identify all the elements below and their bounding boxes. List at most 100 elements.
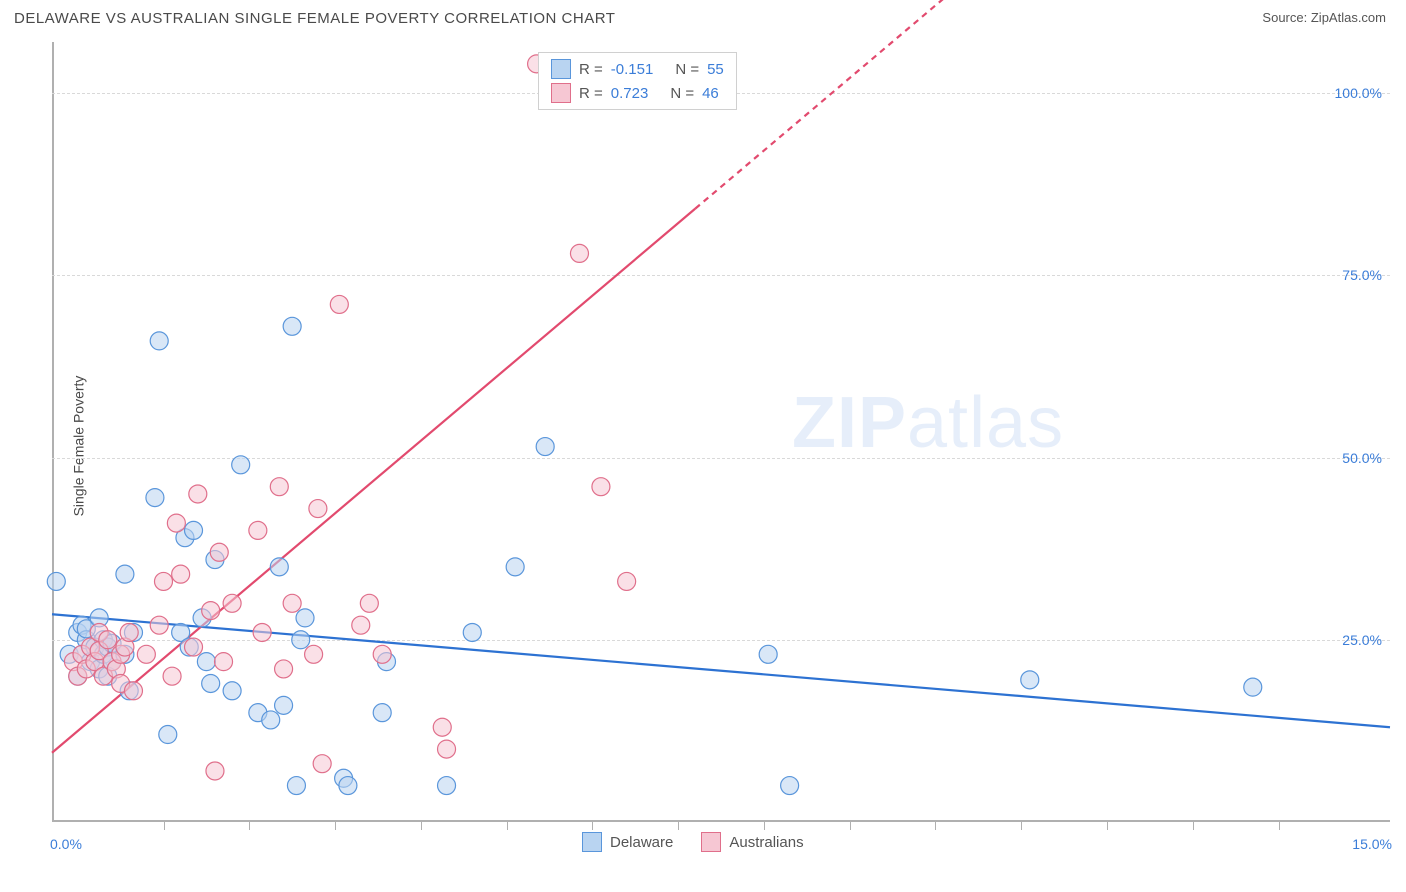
scatter-point [189, 485, 207, 503]
scatter-point [360, 594, 378, 612]
legend-swatch [551, 83, 571, 103]
scatter-point [155, 572, 173, 590]
scatter-point [283, 594, 301, 612]
correlation-legend: R =-0.151N =55R =0.723N =46 [538, 52, 737, 110]
source-name: ZipAtlas.com [1311, 10, 1386, 25]
scatter-point [262, 711, 280, 729]
x-tick [507, 822, 508, 830]
scatter-point [116, 565, 134, 583]
scatter-point [305, 645, 323, 663]
legend-r-label: R = [579, 85, 603, 102]
x-tick [1279, 822, 1280, 830]
source-label: Source: [1262, 10, 1307, 25]
scatter-point [1021, 671, 1039, 689]
scatter-point [202, 674, 220, 692]
series-legend: Delaware Australians [582, 832, 804, 852]
legend-n-label: N = [675, 61, 699, 78]
scatter-point [270, 478, 288, 496]
scatter-point [373, 645, 391, 663]
scatter-point [99, 631, 117, 649]
legend-swatch [701, 832, 721, 852]
scatter-point [223, 594, 241, 612]
scatter-point [438, 740, 456, 758]
x-tick [1193, 822, 1194, 830]
scatter-point [275, 660, 293, 678]
scatter-point [253, 623, 271, 641]
scatter-point [339, 777, 357, 795]
scatter-point [172, 565, 190, 583]
scatter-point [185, 521, 203, 539]
scatter-point [197, 653, 215, 671]
scatter-point [159, 726, 177, 744]
x-axis-max-label: 15.0% [1352, 836, 1392, 852]
scatter-point [373, 704, 391, 722]
scatter-point [163, 667, 181, 685]
legend-item: Australians [701, 832, 803, 852]
scatter-point [210, 543, 228, 561]
legend-r-value: -0.151 [611, 61, 654, 78]
legend-item: Delaware [582, 832, 673, 852]
scatter-point [270, 558, 288, 576]
legend-n-label: N = [670, 85, 694, 102]
chart-title: DELAWARE VS AUSTRALIAN SINGLE FEMALE POV… [14, 10, 615, 27]
scatter-point [352, 616, 370, 634]
x-tick [764, 822, 765, 830]
scatter-point [287, 777, 305, 795]
scatter-point [292, 631, 310, 649]
scatter-point [202, 602, 220, 620]
legend-stat-row: R =0.723N =46 [551, 83, 724, 103]
scatter-point [1244, 678, 1262, 696]
scatter-point [438, 777, 456, 795]
legend-series-label: Australians [729, 834, 803, 851]
scatter-point [296, 609, 314, 627]
scatter-point [47, 572, 65, 590]
scatter-point [275, 696, 293, 714]
scatter-point [249, 521, 267, 539]
x-tick [1107, 822, 1108, 830]
scatter-point [206, 762, 224, 780]
x-tick [850, 822, 851, 830]
legend-swatch [582, 832, 602, 852]
scatter-point [215, 653, 233, 671]
legend-r-label: R = [579, 61, 603, 78]
scatter-point [759, 645, 777, 663]
legend-n-value: 55 [707, 61, 724, 78]
legend-series-label: Delaware [610, 834, 673, 851]
scatter-svg [52, 42, 1390, 822]
scatter-point [592, 478, 610, 496]
x-tick [678, 822, 679, 830]
scatter-point [506, 558, 524, 576]
scatter-point [124, 682, 142, 700]
x-tick [164, 822, 165, 830]
source-attribution: Source: ZipAtlas.com [1262, 10, 1386, 25]
legend-r-value: 0.723 [611, 85, 649, 102]
scatter-point [137, 645, 155, 663]
x-tick [1021, 822, 1022, 830]
scatter-point [283, 317, 301, 335]
scatter-point [309, 500, 327, 518]
scatter-point [536, 438, 554, 456]
scatter-point [146, 489, 164, 507]
scatter-point [232, 456, 250, 474]
scatter-point [185, 638, 203, 656]
x-tick [335, 822, 336, 830]
scatter-point [223, 682, 241, 700]
scatter-point [330, 295, 348, 313]
scatter-point [150, 616, 168, 634]
scatter-point [433, 718, 451, 736]
x-tick [421, 822, 422, 830]
scatter-point [120, 623, 138, 641]
x-tick [935, 822, 936, 830]
x-tick [592, 822, 593, 830]
scatter-point [781, 777, 799, 795]
legend-stat-row: R = -0.151 N = 55 [551, 59, 724, 79]
scatter-point [167, 514, 185, 532]
plot-area: 25.0%50.0%75.0%100.0% ZIPatlas R =-0.151… [52, 42, 1390, 822]
legend-swatch [551, 59, 571, 79]
scatter-point [150, 332, 168, 350]
scatter-point [313, 755, 331, 773]
x-tick [249, 822, 250, 830]
scatter-point [570, 244, 588, 262]
scatter-point [618, 572, 636, 590]
x-axis-min-label: 0.0% [50, 836, 82, 852]
